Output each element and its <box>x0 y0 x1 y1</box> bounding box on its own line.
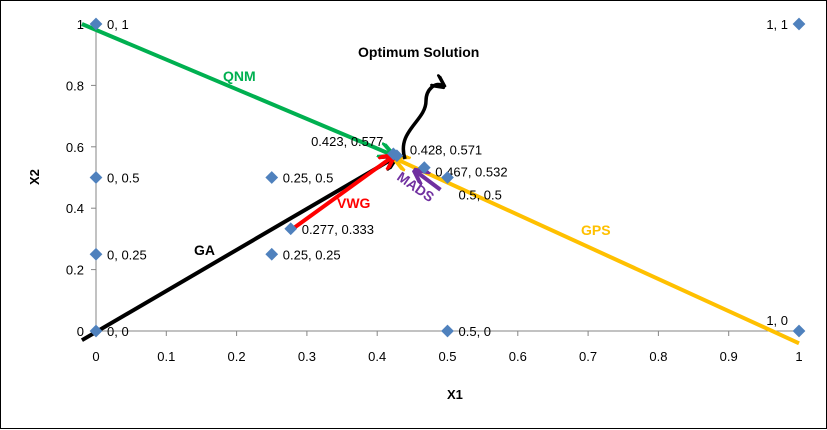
y-tick-label: 0 <box>77 324 84 339</box>
annotation-gps: GPS <box>581 222 611 238</box>
optimum-arrow <box>401 84 443 160</box>
x-tick-label: 1 <box>795 349 802 364</box>
x-tick-label: 0.3 <box>298 349 316 364</box>
arrow-qnm <box>81 22 391 154</box>
data-label: 0, 0 <box>107 324 129 339</box>
data-label: 0.467, 0.532 <box>435 165 507 180</box>
data-point <box>792 17 806 31</box>
x-axis-label: X1 <box>447 387 463 402</box>
x-tick-label: 0 <box>92 349 99 364</box>
x-tick-label: 0.2 <box>228 349 246 364</box>
data-point <box>284 222 298 236</box>
x-tick-label: 0.9 <box>720 349 738 364</box>
data-label: 0.25, 0.5 <box>283 171 334 186</box>
data-label: 0, 0.25 <box>107 247 147 262</box>
data-point <box>417 161 431 175</box>
y-tick-label: 1 <box>77 17 84 32</box>
data-label: 1, 0 <box>766 313 788 328</box>
data-label: 0.5, 0.5 <box>459 188 502 203</box>
annotation-qnm: QNM <box>223 68 256 84</box>
x-tick-label: 0.7 <box>579 349 597 364</box>
x-tick-label: 0.5 <box>438 349 456 364</box>
annotation-vwg: VWG <box>337 195 371 211</box>
y-tick-label: 0.8 <box>66 78 84 93</box>
data-label: 0.277, 0.333 <box>302 222 374 237</box>
arrow-mads <box>416 171 442 192</box>
data-label: 0.5, 0 <box>459 324 492 339</box>
data-point <box>792 324 806 338</box>
data-label: 0.428, 0.571 <box>410 143 482 158</box>
x-tick-label: 0.6 <box>509 349 527 364</box>
y-axis-label: X2 <box>27 169 42 185</box>
optimum-solution-label: Optimum Solution <box>358 44 479 60</box>
data-point <box>390 149 404 163</box>
data-point <box>441 171 454 184</box>
x-axis-label-text: X1 <box>447 387 463 402</box>
y-tick-label: 0.6 <box>66 140 84 155</box>
arrow-gps <box>396 159 800 346</box>
data-label: 1, 1 <box>766 17 788 32</box>
data-point <box>89 247 103 261</box>
annotation-ga: GA <box>194 242 215 258</box>
data-label: 0, 0.5 <box>107 171 140 186</box>
data-label: 0.423, 0.577 <box>311 134 383 149</box>
y-tick-label: 0.4 <box>66 201 84 216</box>
data-label: 0.25, 0.25 <box>283 247 341 262</box>
x-tick-label: 0.8 <box>649 349 667 364</box>
data-point <box>89 324 103 338</box>
y-tick-label: 0.2 <box>66 263 84 278</box>
x-tick-label: 0.1 <box>157 349 175 364</box>
x-tick-label: 0.4 <box>368 349 386 364</box>
arrow-ga <box>80 158 395 342</box>
data-point <box>265 171 279 184</box>
arrow-vwg <box>288 157 392 233</box>
data-label: 0, 1 <box>107 17 129 32</box>
data-point <box>89 171 103 184</box>
data-point <box>265 247 279 261</box>
data-point <box>441 324 454 338</box>
